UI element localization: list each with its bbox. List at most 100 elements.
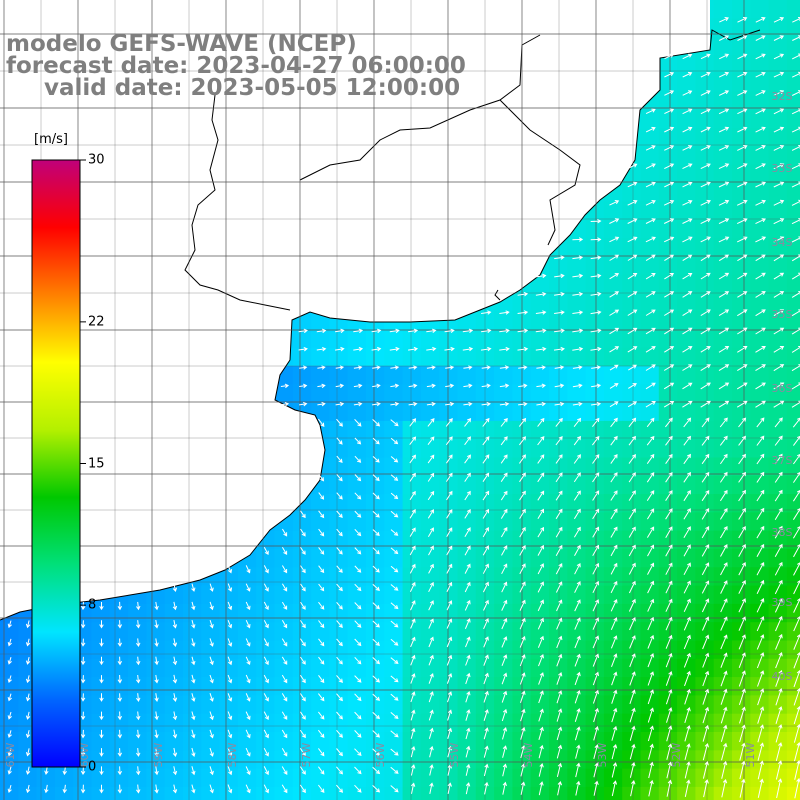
wind-arrow bbox=[390, 675, 399, 683]
wind-speed-cell bbox=[713, 695, 733, 715]
wind-speed-cell bbox=[603, 622, 623, 642]
wind-speed-cell bbox=[329, 640, 349, 660]
wind-arrow bbox=[428, 581, 434, 593]
wind-speed-cell bbox=[439, 494, 459, 513]
wind-speed-cell bbox=[0, 658, 19, 678]
wind-arrow bbox=[227, 711, 233, 721]
wind-arrow bbox=[756, 652, 765, 669]
wind-arrow bbox=[700, 364, 711, 372]
wind-arrow bbox=[519, 508, 526, 519]
wind-arrow bbox=[172, 601, 178, 611]
wind-speed-cell bbox=[311, 786, 330, 800]
wind-arrow bbox=[720, 670, 728, 687]
wind-speed-cell bbox=[366, 402, 385, 422]
wind-arrow bbox=[755, 309, 766, 317]
wind-arrow bbox=[628, 454, 636, 464]
wind-arrow bbox=[427, 418, 435, 427]
wind-arrow bbox=[136, 638, 141, 647]
wind-speed-cell bbox=[219, 658, 239, 678]
wind-arrow bbox=[737, 309, 748, 317]
wind-arrow bbox=[281, 747, 288, 757]
wind-arrow bbox=[682, 145, 693, 151]
wind-arrow bbox=[737, 17, 748, 23]
wind-speed-cell bbox=[549, 640, 568, 660]
wind-speed-cell bbox=[695, 347, 715, 367]
wind-speed-cell bbox=[768, 91, 788, 111]
wind-arrow bbox=[464, 527, 471, 538]
wind-arrow bbox=[7, 711, 12, 720]
wind-speed-cell bbox=[677, 567, 696, 587]
wind-arrow bbox=[739, 742, 746, 761]
wind-speed-cell bbox=[732, 475, 751, 495]
wind-speed-cell bbox=[658, 695, 678, 715]
wind-arrow bbox=[154, 747, 159, 757]
wind-speed-cell bbox=[567, 640, 587, 660]
wind-speed-cell bbox=[768, 329, 788, 349]
wind-speed-cell bbox=[603, 420, 623, 440]
wind-arrow bbox=[481, 365, 491, 370]
wind-arrow bbox=[683, 526, 691, 539]
wind-arrow bbox=[227, 693, 233, 702]
wind-speed-cell bbox=[585, 274, 605, 294]
wind-arrow bbox=[554, 310, 565, 315]
wind-arrow bbox=[501, 581, 508, 593]
wind-speed-cell bbox=[292, 384, 312, 404]
wind-arrows bbox=[7, 17, 800, 799]
wind-speed-cell bbox=[311, 622, 330, 642]
wind-arrow bbox=[281, 729, 288, 739]
wind-arrow bbox=[647, 671, 655, 686]
model-title: modelo GEFS-WAVE (NCEP) bbox=[6, 31, 357, 57]
wind-arrow bbox=[464, 490, 471, 501]
wind-speed-cell bbox=[311, 567, 330, 587]
wind-arrow bbox=[756, 525, 765, 539]
wind-speed-cell bbox=[713, 237, 733, 257]
wind-arrow bbox=[664, 327, 675, 335]
wind-arrow bbox=[318, 565, 325, 574]
wind-arrow bbox=[336, 620, 343, 628]
wind-speed-cell bbox=[768, 0, 788, 19]
wind-speed-cell bbox=[658, 713, 678, 733]
wind-arrow bbox=[300, 528, 306, 537]
wind-speed-cell bbox=[311, 603, 330, 623]
wind-arrow bbox=[555, 508, 563, 520]
wind-arrow bbox=[610, 580, 618, 594]
longitude-label: 57W bbox=[300, 742, 313, 767]
wind-arrow bbox=[738, 652, 746, 668]
wind-arrow bbox=[390, 437, 399, 445]
wind-speed-cell bbox=[109, 786, 129, 800]
wind-arrow bbox=[299, 766, 306, 775]
wind-speed-cell bbox=[640, 512, 660, 532]
wind-speed-cell bbox=[640, 768, 660, 788]
wind-arrow bbox=[428, 672, 434, 684]
wind-speed-cell bbox=[713, 475, 733, 495]
wind-arrow bbox=[172, 638, 178, 647]
wind-arrow bbox=[791, 90, 800, 96]
wind-arrow bbox=[172, 766, 178, 776]
wind-arrow bbox=[354, 656, 362, 665]
wind-speed-cell bbox=[567, 750, 587, 770]
wind-arrow bbox=[410, 709, 416, 721]
wind-arrow bbox=[720, 634, 728, 650]
wind-speed-cell bbox=[128, 750, 147, 770]
wind-arrow bbox=[645, 236, 656, 243]
wind-speed-cell bbox=[695, 91, 715, 111]
wind-speed-cell bbox=[530, 732, 550, 751]
wind-arrow bbox=[718, 53, 730, 60]
wind-arrow bbox=[390, 565, 399, 573]
wind-arrow bbox=[281, 528, 288, 537]
wind-arrow bbox=[465, 672, 471, 685]
wind-speed-cell bbox=[530, 622, 550, 642]
wind-arrow bbox=[755, 108, 766, 115]
wind-arrow bbox=[591, 383, 602, 388]
wind-speed-cell bbox=[292, 549, 312, 568]
wind-arrow bbox=[7, 657, 12, 665]
wind-arrow bbox=[610, 599, 618, 612]
wind-arrow bbox=[701, 417, 710, 428]
wind-arrow bbox=[447, 782, 452, 795]
wind-speed-cell bbox=[695, 311, 715, 330]
wind-speed-cell bbox=[402, 420, 422, 440]
wind-speed-cell bbox=[457, 530, 477, 550]
wind-speed-cell bbox=[567, 549, 587, 568]
wind-arrow bbox=[520, 763, 526, 777]
wind-arrow bbox=[663, 236, 675, 243]
